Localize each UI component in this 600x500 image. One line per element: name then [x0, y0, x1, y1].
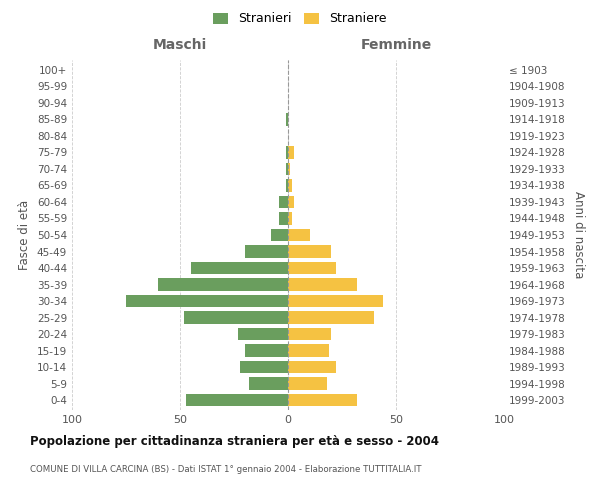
Bar	[288, 196, 295, 208]
Bar	[245, 246, 288, 258]
Bar	[191, 262, 288, 274]
Bar	[187, 394, 288, 406]
Bar	[288, 312, 374, 324]
Y-axis label: Fasce di età: Fasce di età	[19, 200, 31, 270]
Bar	[288, 378, 327, 390]
Text: COMUNE DI VILLA CARCINA (BS) - Dati ISTAT 1° gennaio 2004 - Elaborazione TUTTITA: COMUNE DI VILLA CARCINA (BS) - Dati ISTA…	[30, 465, 421, 474]
Bar	[245, 344, 288, 357]
Bar	[288, 394, 357, 406]
Bar	[286, 113, 288, 126]
Bar	[288, 246, 331, 258]
Bar	[288, 180, 292, 192]
Text: Popolazione per cittadinanza straniera per età e sesso - 2004: Popolazione per cittadinanza straniera p…	[30, 435, 439, 448]
Legend: Stranieri, Straniere: Stranieri, Straniere	[209, 8, 391, 29]
Bar	[288, 262, 335, 274]
Bar	[271, 229, 288, 241]
Bar	[288, 278, 357, 290]
Bar	[241, 361, 288, 374]
Bar	[288, 361, 335, 374]
Bar	[238, 328, 288, 340]
Bar	[288, 146, 295, 158]
Bar	[288, 212, 292, 224]
Text: Femmine: Femmine	[361, 38, 431, 52]
Bar	[126, 295, 288, 307]
Bar	[286, 163, 288, 175]
Bar	[288, 328, 331, 340]
Bar	[184, 312, 288, 324]
Bar	[288, 295, 383, 307]
Bar	[280, 212, 288, 224]
Bar	[288, 229, 310, 241]
Bar	[288, 344, 329, 357]
Y-axis label: Anni di nascita: Anni di nascita	[572, 192, 585, 278]
Bar	[280, 196, 288, 208]
Text: Maschi: Maschi	[153, 38, 207, 52]
Bar	[286, 180, 288, 192]
Bar	[249, 378, 288, 390]
Bar	[288, 163, 290, 175]
Bar	[286, 146, 288, 158]
Bar	[158, 278, 288, 290]
